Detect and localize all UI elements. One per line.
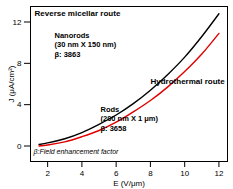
svg-text:12: 12 — [13, 18, 22, 27]
svg-text:8: 8 — [148, 169, 153, 178]
svg-text:β:Field enhancement factor: β:Field enhancement factor — [33, 148, 120, 156]
svg-text:J (μA/cm²): J (μA/cm²) — [7, 65, 16, 102]
svg-text:Rods: Rods — [101, 105, 120, 114]
svg-text:Hydrothermal route: Hydrothermal route — [151, 77, 226, 86]
svg-text:4: 4 — [17, 100, 22, 109]
svg-text:4: 4 — [80, 169, 85, 178]
svg-text:E (V/μm): E (V/μm) — [113, 179, 145, 188]
svg-text:β: 3863: β: 3863 — [55, 50, 81, 59]
svg-text:Nanorods: Nanorods — [55, 31, 90, 40]
svg-text:(200 nm X 1 μm): (200 nm X 1 μm) — [101, 114, 159, 123]
svg-text:β: 3658: β: 3658 — [101, 124, 127, 133]
svg-text:6: 6 — [114, 169, 119, 178]
svg-text:(30 nm X 150 nm): (30 nm X 150 nm) — [55, 40, 117, 49]
svg-text:12: 12 — [214, 169, 223, 178]
svg-text:8: 8 — [17, 59, 22, 68]
svg-text:0: 0 — [17, 142, 22, 151]
svg-text:2: 2 — [45, 169, 50, 178]
svg-text:10: 10 — [180, 169, 189, 178]
svg-text:Reverse micellar route: Reverse micellar route — [35, 9, 121, 18]
